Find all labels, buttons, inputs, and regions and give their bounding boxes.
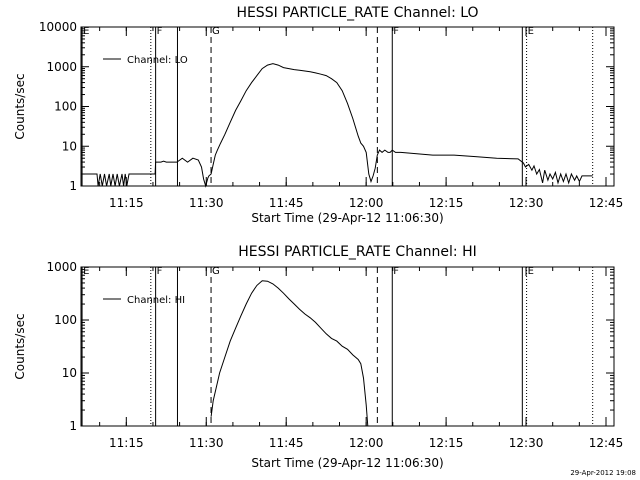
y-tick-label: 1000 [46,60,77,74]
y-tick-label: 10000 [39,20,77,34]
y-tick-label: 10 [62,139,77,153]
footer-timestamp: 29-Apr-2012 19:08 [570,469,636,477]
y-tick-label: 10 [62,366,77,380]
x-tick-label: 12:45 [589,196,624,210]
event-marker-label: F [393,26,399,37]
y-tick-label: 1 [69,179,77,193]
y-tick-label: 100 [54,100,77,114]
event-marker-label: F [157,26,163,37]
lo-channel-panel: HESSI PARTICLE_RATE Channel: LO Counts/se… [13,5,623,225]
event-marker-label: F [393,266,399,277]
x-tick-label: 12:15 [429,436,464,450]
x-tick-label: 11:30 [189,196,224,210]
x-axis-label: Start Time (29-Apr-12 11:06:30) [251,211,443,225]
event-marker-label: G [212,266,220,277]
y-axis-label: Counts/sec [13,313,27,379]
legend-label: Channel: HI [127,295,185,306]
y-axis-label: Counts/sec [13,73,27,139]
x-tick-label: 12:00 [349,436,384,450]
x-tick-label: 12:30 [509,436,544,450]
x-tick-label: 12:00 [349,196,384,210]
event-marker-label: E [83,266,89,277]
event-marker-label: E [83,26,89,37]
x-tick-label: 11:45 [269,436,304,450]
x-tick-label: 11:45 [269,196,304,210]
series-line [81,63,593,188]
event-marker-label: E [528,26,534,37]
chart-title: HESSI PARTICLE_RATE Channel: LO [236,5,478,21]
x-tick-label: 11:30 [189,436,224,450]
event-marker-label: E [528,266,534,277]
series-line [210,280,369,427]
x-tick-label: 12:45 [589,436,624,450]
event-marker-label: F [157,266,163,277]
x-tick-label: 12:15 [429,196,464,210]
chart-title: HESSI PARTICLE_RATE Channel: HI [238,244,476,260]
y-tick-label: 100 [54,313,77,327]
x-axis-label: Start Time (29-Apr-12 11:06:30) [251,456,443,470]
x-tick-label: 11:15 [109,436,144,450]
y-tick-label: 1000 [46,260,77,274]
event-marker-label: G [212,26,220,37]
x-tick-label: 12:30 [509,196,544,210]
hi-channel-panel: HESSI PARTICLE_RATE Channel: HI Counts/se… [13,244,623,470]
legend-label: Channel: LO [127,55,188,66]
x-tick-label: 11:15 [109,196,144,210]
plot-frame [80,266,615,427]
y-tick-label: 1 [69,419,77,433]
